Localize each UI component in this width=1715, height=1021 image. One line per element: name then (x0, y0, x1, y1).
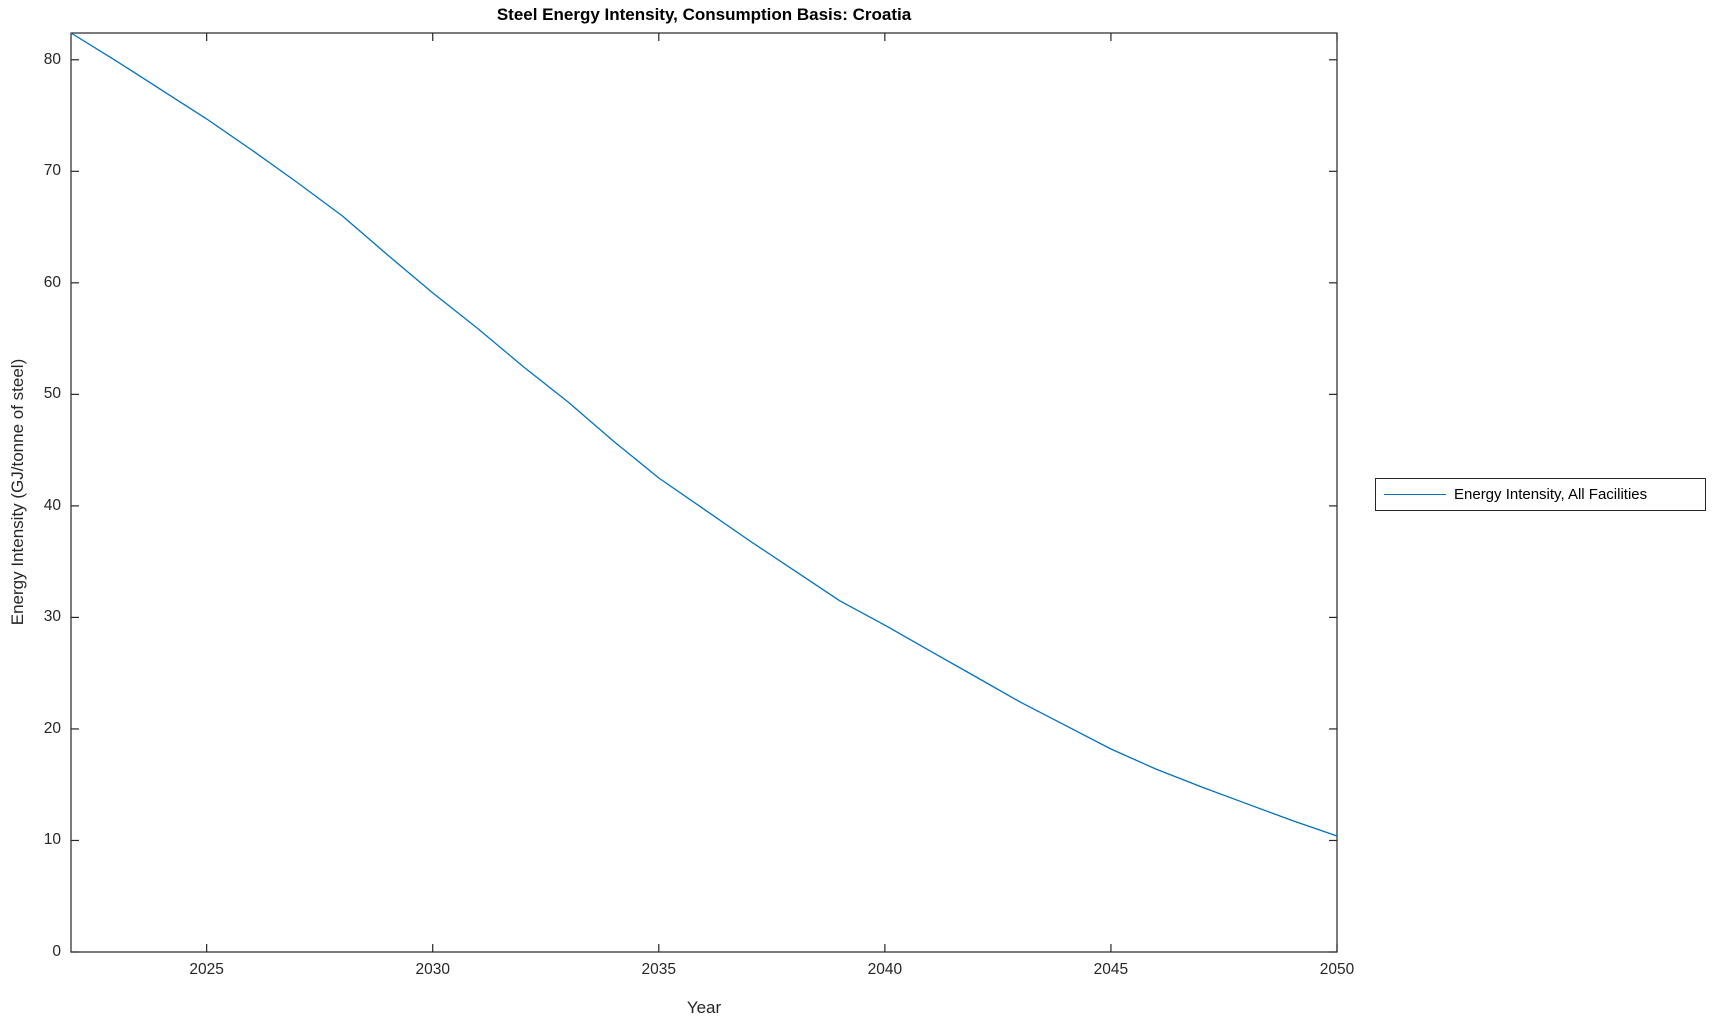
legend-label: Energy Intensity, All Facilities (1454, 486, 1648, 503)
legend-line-sample (1384, 494, 1446, 495)
y-tick-label: 40 (43, 496, 61, 514)
y-tick-label: 80 (43, 50, 61, 68)
y-tick-label: 50 (43, 385, 61, 403)
x-tick-label: 2050 (1319, 961, 1355, 978)
y-tick-label: 10 (43, 831, 61, 849)
x-axis-label: Year (686, 998, 722, 1017)
x-tick-label: 2025 (189, 961, 224, 978)
y-tick-label: 60 (43, 273, 61, 291)
y-tick-label: 0 (52, 943, 61, 960)
legend: Energy Intensity, All Facilities (1375, 478, 1706, 511)
x-tick-label: 2040 (867, 961, 903, 978)
x-tick-label: 2030 (415, 961, 450, 978)
y-tick-label: 20 (43, 719, 61, 737)
y-tick-label: 30 (43, 608, 61, 626)
x-tick-label: 2045 (1093, 961, 1129, 978)
y-tick-label: 70 (43, 162, 61, 180)
axes-box (70, 32, 1338, 953)
x-tick-label: 2035 (641, 961, 677, 978)
energy-intensity-line (70, 32, 1338, 837)
chart-title: Steel Energy Intensity, Consumption Basi… (496, 5, 912, 24)
